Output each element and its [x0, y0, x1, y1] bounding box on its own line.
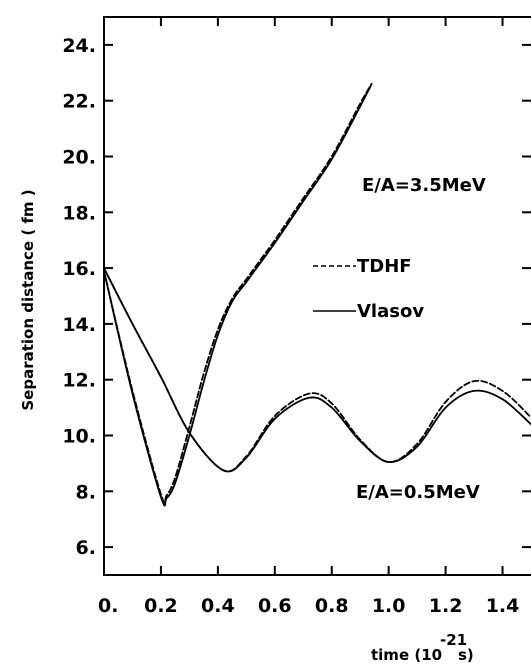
series-layer — [104, 84, 531, 506]
y-tick-label: 14. — [62, 314, 96, 336]
series-vlasov-3.5mev-line — [104, 84, 372, 506]
x-tick-label: 0.8 — [315, 595, 349, 617]
x-axis-title-main: time (10 — [371, 646, 442, 664]
y-tick-label: 16. — [62, 258, 96, 280]
tick-labels: 6. 8. 10. 12. 14. 16. 18. 20. 22. 24. 0. 0.2 0.4 0.6 0… — [62, 35, 519, 617]
y-tick-label: 8. — [76, 481, 96, 503]
series-tdhf-0.5mev-line — [104, 268, 531, 471]
legend-label-vlasov: Vlasov — [357, 301, 424, 322]
series-vlasov-0.5mev-line — [104, 268, 531, 471]
x-tick-label: 0.4 — [201, 595, 235, 617]
y-tick-label: 22. — [62, 91, 96, 113]
annotation-high-energy: E/A=3.5MeV — [362, 175, 486, 196]
x-axis-title-unit: s) — [458, 646, 474, 664]
x-tick-label: 1.2 — [429, 595, 463, 617]
y-tick-label: 10. — [62, 426, 96, 448]
x-tick-label: 0. — [98, 595, 118, 617]
y-tick-label: 24. — [62, 35, 96, 57]
legend: TDHF Vlasov — [313, 256, 424, 322]
y-tick-label: 18. — [62, 202, 96, 224]
y-axis-title: Separation distance ( fm ) — [19, 189, 37, 410]
x-tick-label: 1.0 — [372, 595, 406, 617]
y-tick-label: 12. — [62, 370, 96, 392]
x-tick-label: 0.2 — [144, 595, 178, 617]
x-tick-label: 0.6 — [258, 595, 292, 617]
legend-label-tdhf: TDHF — [357, 256, 412, 277]
x-axis-title: time (10 -21 s) — [371, 631, 474, 664]
y-tick-label: 6. — [76, 537, 96, 559]
y-tick-label: 20. — [62, 147, 96, 169]
x-tick-label: 1.4 — [486, 595, 520, 617]
annotation-low-energy: E/A=0.5MeV — [356, 482, 480, 503]
